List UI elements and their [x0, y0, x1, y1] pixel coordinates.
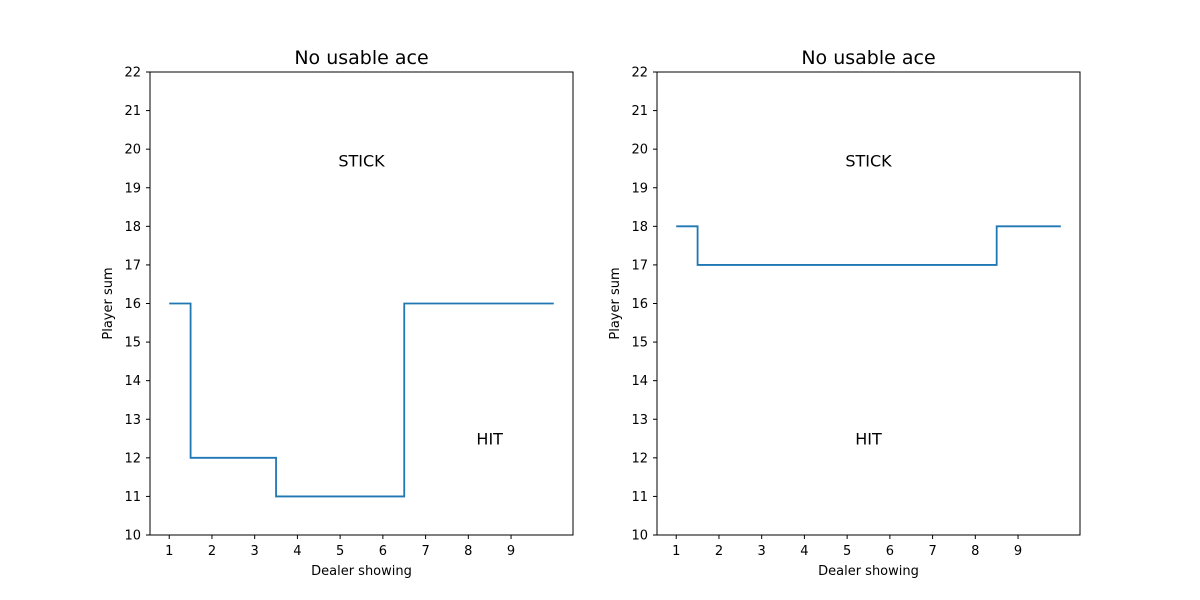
- y-tick-label: 12: [124, 451, 141, 466]
- y-tick-label: 14: [124, 374, 141, 389]
- x-tick-label: 3: [758, 544, 766, 559]
- y-tick-label: 13: [631, 413, 648, 428]
- y-tick-label: 11: [631, 490, 648, 505]
- x-tick-label: 4: [800, 544, 808, 559]
- y-tick-label: 18: [124, 220, 141, 235]
- x-tick-label: 2: [715, 544, 723, 559]
- y-tick-label: 15: [124, 336, 141, 351]
- y-tick-label: 13: [124, 413, 141, 428]
- x-tick-label: 8: [464, 544, 472, 559]
- x-tick-label: 9: [1014, 544, 1022, 559]
- x-tick-label: 9: [507, 544, 515, 559]
- y-tick-label: 21: [631, 104, 648, 119]
- x-tick-label: 5: [843, 544, 851, 559]
- policy-step-line: [676, 225, 1061, 266]
- y-tick-label: 21: [124, 104, 141, 119]
- policy-step-line: [169, 302, 554, 498]
- axes-frame: [656, 71, 1081, 536]
- x-tick-label: 8: [971, 544, 979, 559]
- chart-title: No usable ace: [294, 47, 428, 69]
- x-tick-label: 4: [293, 544, 301, 559]
- x-tick-label: 1: [672, 544, 680, 559]
- y-tick-label: 20: [124, 143, 141, 158]
- y-tick-label: 11: [124, 490, 141, 505]
- annotation-stick: STICK: [338, 152, 385, 171]
- y-tick-label: 18: [631, 220, 648, 235]
- y-tick-label: 10: [631, 529, 648, 544]
- y-tick-label: 10: [124, 529, 141, 544]
- y-tick-label: 17: [631, 258, 648, 273]
- y-tick-label: 17: [124, 258, 141, 273]
- x-tick-label: 1: [165, 544, 173, 559]
- y-tick-label: 16: [631, 297, 648, 312]
- y-tick-label: 15: [631, 336, 648, 351]
- y-axis-label: Player sum: [101, 267, 116, 339]
- x-tick-label: 7: [928, 544, 936, 559]
- y-tick-label: 20: [631, 143, 648, 158]
- x-tick-label: 6: [886, 544, 894, 559]
- x-tick-label: 2: [208, 544, 216, 559]
- y-tick-label: 19: [124, 181, 141, 196]
- chart-title: No usable ace: [801, 47, 935, 69]
- y-tick-label: 14: [631, 374, 648, 389]
- x-tick-label: 7: [421, 544, 429, 559]
- x-tick-label: 6: [379, 544, 387, 559]
- y-tick-label: 22: [124, 66, 141, 81]
- annotation-stick: STICK: [845, 152, 892, 171]
- annotation-hit: HIT: [476, 430, 503, 449]
- x-tick-label: 3: [251, 544, 259, 559]
- x-axis-label: Dealer showing: [818, 564, 919, 579]
- axes-frame: [149, 71, 574, 536]
- x-axis-label: Dealer showing: [311, 564, 412, 579]
- y-tick-label: 22: [631, 66, 648, 81]
- y-tick-label: 16: [124, 297, 141, 312]
- y-axis-label: Player sum: [608, 267, 623, 339]
- y-tick-label: 12: [631, 451, 648, 466]
- y-tick-label: 19: [631, 181, 648, 196]
- annotation-hit: HIT: [855, 430, 882, 449]
- x-tick-label: 5: [336, 544, 344, 559]
